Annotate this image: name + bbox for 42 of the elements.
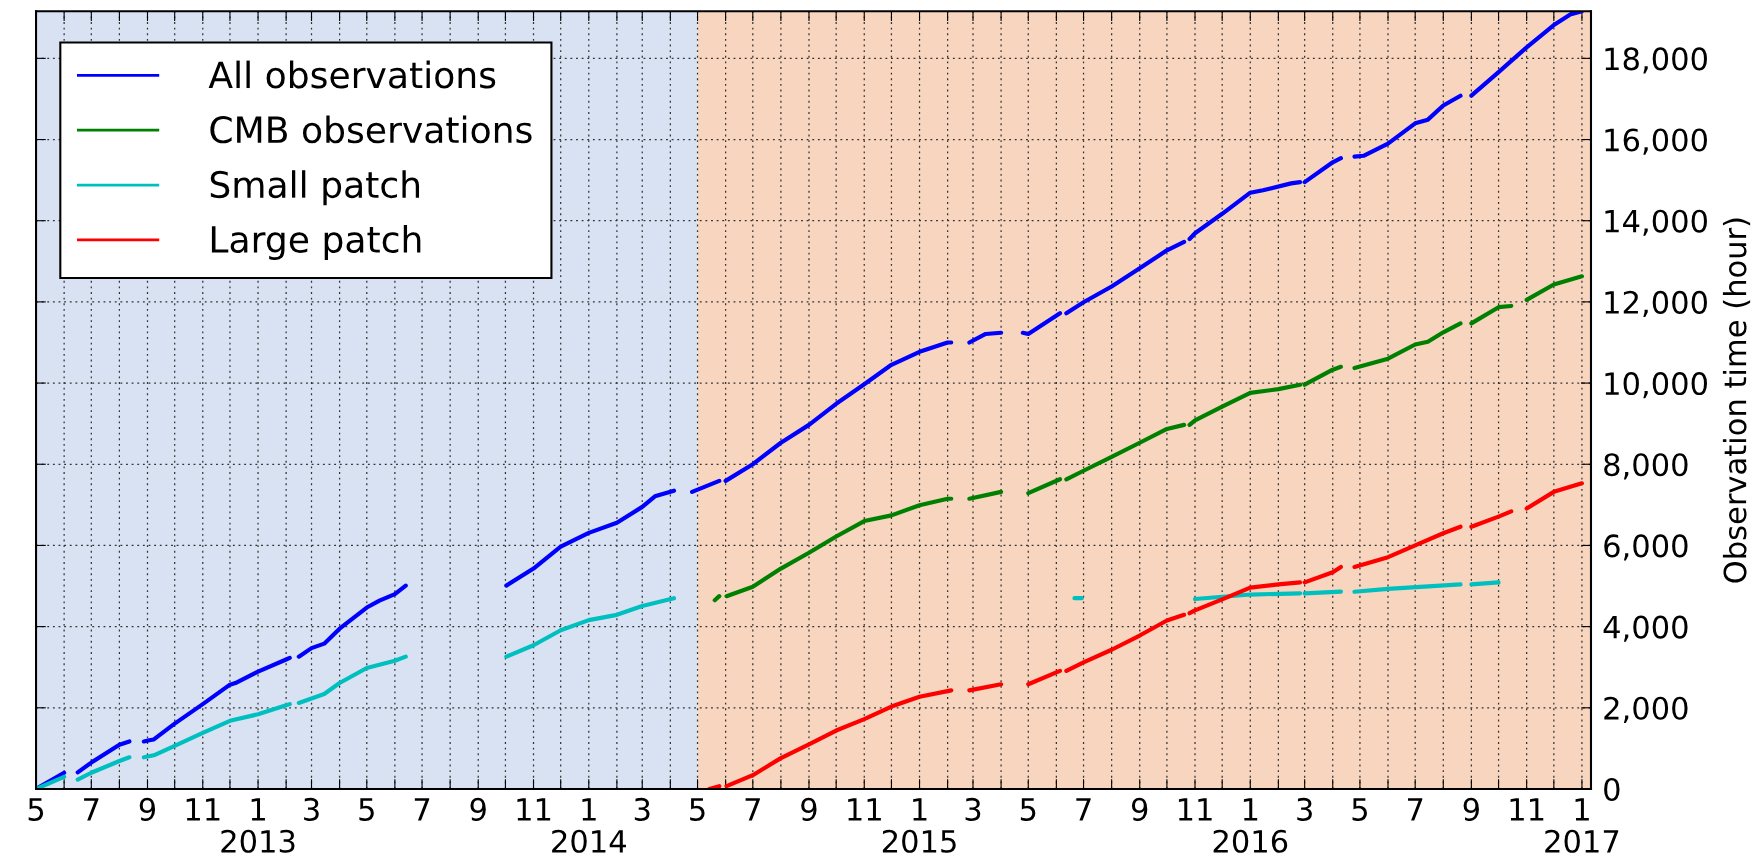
y-tick-label: 12,000 xyxy=(1605,290,1707,318)
x-tick-label: 5 xyxy=(1352,798,1367,821)
x-tick-label: 7 xyxy=(1407,798,1423,821)
y-tick-label: 18,000 xyxy=(1605,47,1707,74)
x-tick-label: 3 xyxy=(965,797,981,821)
y-axis-title: Observation time (hour) xyxy=(1722,218,1751,583)
legend-label: CMB observations xyxy=(210,115,532,144)
x-tick-label: 9 xyxy=(139,797,156,821)
x-tick-label: 5 xyxy=(359,798,374,821)
x-tick-label: 11 xyxy=(186,798,220,821)
x-tick-label: 9 xyxy=(801,797,817,821)
x-tick-label: 1 2015 xyxy=(882,798,956,853)
x-tick-label: 9 xyxy=(1131,797,1148,821)
y-tick-label: 4,000 xyxy=(1603,615,1688,642)
y-tick-label: 16,000 xyxy=(1605,128,1707,155)
legend-label: Large patch xyxy=(211,225,421,260)
x-tick-label: 1 2013 xyxy=(221,798,295,853)
legend-label: All observations xyxy=(208,60,496,89)
x-tick-label: 3 xyxy=(304,797,319,821)
x-tick-label: 9 xyxy=(1463,797,1479,821)
x-tick-label: 5 xyxy=(1020,798,1036,821)
x-tick-label: 1 2016 xyxy=(1213,798,1288,853)
x-tick-label: 7 xyxy=(84,798,99,821)
y-tick-label: 8,000 xyxy=(1604,453,1688,480)
x-tick-label: 5 xyxy=(28,798,44,821)
x-tick-label: 7 xyxy=(414,798,430,821)
legend-label: Small patch xyxy=(210,170,420,206)
x-tick-label: 11 xyxy=(848,798,881,821)
x-tick-label: 11 xyxy=(1178,798,1212,821)
x-tick-label: 7 xyxy=(745,798,760,821)
x-tick-label: 3 xyxy=(1297,797,1312,821)
x-tick-label: 11 xyxy=(517,798,551,821)
y-tick-label: 6,000 xyxy=(1604,534,1688,561)
x-tick-label: 5 xyxy=(690,798,705,821)
y-tick-label: 2,000 xyxy=(1604,696,1688,723)
x-tick-label: 11 xyxy=(1510,798,1544,821)
y-tick-label: 10,000 xyxy=(1605,372,1707,399)
x-tick-label: 9 xyxy=(470,797,486,821)
x-tick-label: 3 xyxy=(634,797,650,821)
y-tick-label: 14,000 xyxy=(1605,209,1707,236)
x-tick-label: 7 xyxy=(1076,798,1091,821)
x-tick-label: 1 2014 xyxy=(552,798,626,853)
